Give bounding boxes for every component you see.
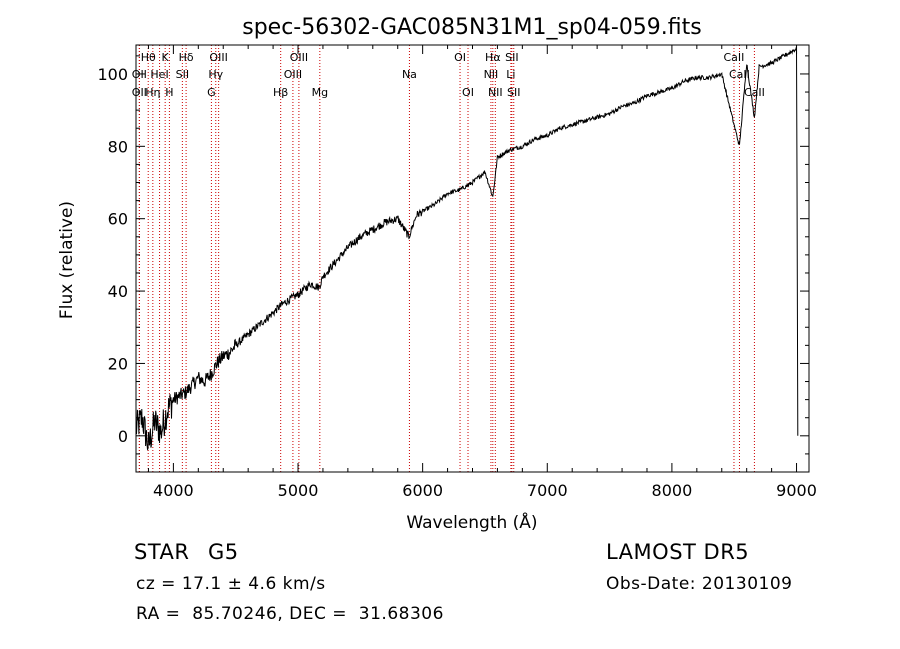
line-marker-label: OIII: [284, 68, 302, 81]
spectral-line-labels: HθOIIOIIHηHeIKHSIIHδHγGOIIIHβOIIIOIIIMgN…: [132, 51, 765, 99]
line-marker-label: OI: [462, 86, 474, 99]
survey-name: LAMOST DR5: [606, 540, 750, 564]
line-marker-label: HeI: [150, 68, 168, 81]
y-axis-label: Flux (relative): [57, 201, 77, 319]
line-marker-label: H: [165, 86, 173, 99]
line-marker-label: Na: [402, 68, 417, 81]
plot-frame: [135, 44, 810, 473]
line-marker-label: Hα: [485, 51, 501, 64]
x-tick-label: 6000: [402, 481, 443, 500]
line-marker-label: NII: [488, 86, 503, 99]
y-tick-label: 60: [108, 210, 128, 229]
line-marker-label: NII: [484, 68, 499, 81]
line-marker-label: OIII: [209, 51, 227, 64]
line-marker-label: CaII: [724, 51, 745, 64]
y-tick-label: 0: [118, 427, 128, 446]
observation-date: Obs-Date: 20130109: [606, 574, 793, 594]
sky-coordinates: RA = 85.70246, DEC = 31.68306: [136, 604, 444, 624]
line-marker-label: G: [207, 86, 216, 99]
line-marker-label: Mg: [312, 86, 328, 99]
x-axis-label: Wavelength (Å): [406, 511, 537, 533]
x-tick-label: 8000: [652, 481, 693, 500]
line-marker-label: OIII: [290, 51, 308, 64]
line-marker-label: OI: [454, 51, 466, 64]
line-marker-label: OII: [132, 68, 147, 81]
line-marker-label: Hγ: [208, 68, 223, 81]
line-marker-label: Hθ: [141, 51, 156, 64]
x-tick-label: 4000: [153, 481, 194, 500]
spectral-line-markers: [138, 45, 755, 472]
y-tick-label: 100: [97, 65, 128, 84]
line-marker-label: CaII: [729, 68, 750, 81]
line-marker-label: Hδ: [179, 51, 194, 64]
line-marker-label: Hη: [145, 86, 160, 99]
y-axis: 0 20 40 60 80 100: [97, 55, 809, 455]
y-tick-label: 80: [108, 137, 128, 156]
line-marker-label: Li: [506, 68, 515, 81]
spectrum-line: [135, 46, 799, 451]
x-tick-label: 9000: [776, 481, 817, 500]
line-marker-label: K: [162, 51, 170, 64]
object-subclass: G5: [208, 540, 239, 564]
y-tick-label: 20: [108, 354, 128, 373]
redshift-velocity: cz = 17.1 ± 4.6 km/s: [136, 574, 326, 594]
y-tick-label: 40: [108, 282, 128, 301]
line-marker-label: SII: [176, 68, 189, 81]
line-marker-label: Hβ: [273, 86, 288, 99]
line-marker-label: CaII: [744, 86, 765, 99]
x-tick-label: 7000: [527, 481, 568, 500]
x-tick-label: 5000: [278, 481, 319, 500]
line-marker-label: SII: [507, 86, 520, 99]
object-class: STAR: [134, 540, 190, 564]
x-axis: 4000 5000 6000 7000 8000 9000: [147, 45, 817, 500]
chart-title: spec-56302-GAC085N31M1_sp04-059.fits: [242, 15, 702, 40]
line-marker-label: SII: [505, 51, 518, 64]
